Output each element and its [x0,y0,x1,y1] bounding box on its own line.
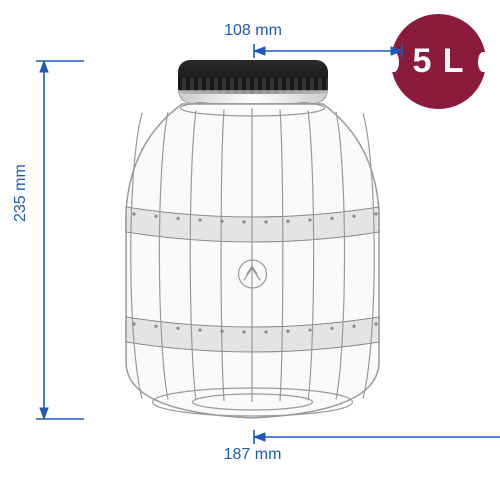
jar-illustration [120,60,385,420]
dimension-height-label: 235 mm [12,164,30,222]
capacity-badge: 5 L [391,14,486,109]
jar-cap [178,60,328,94]
dimension-top-width: 108 mm [178,24,328,58]
dimension-bottom-label: 187 mm [120,446,385,464]
capacity-badge-text: 5 L [412,42,464,81]
dimension-bottom-width: 187 mm [120,430,385,466]
dimension-top-label: 108 mm [178,22,328,40]
jar-body-svg [120,102,385,420]
dimension-height: 235 mm [26,60,86,420]
